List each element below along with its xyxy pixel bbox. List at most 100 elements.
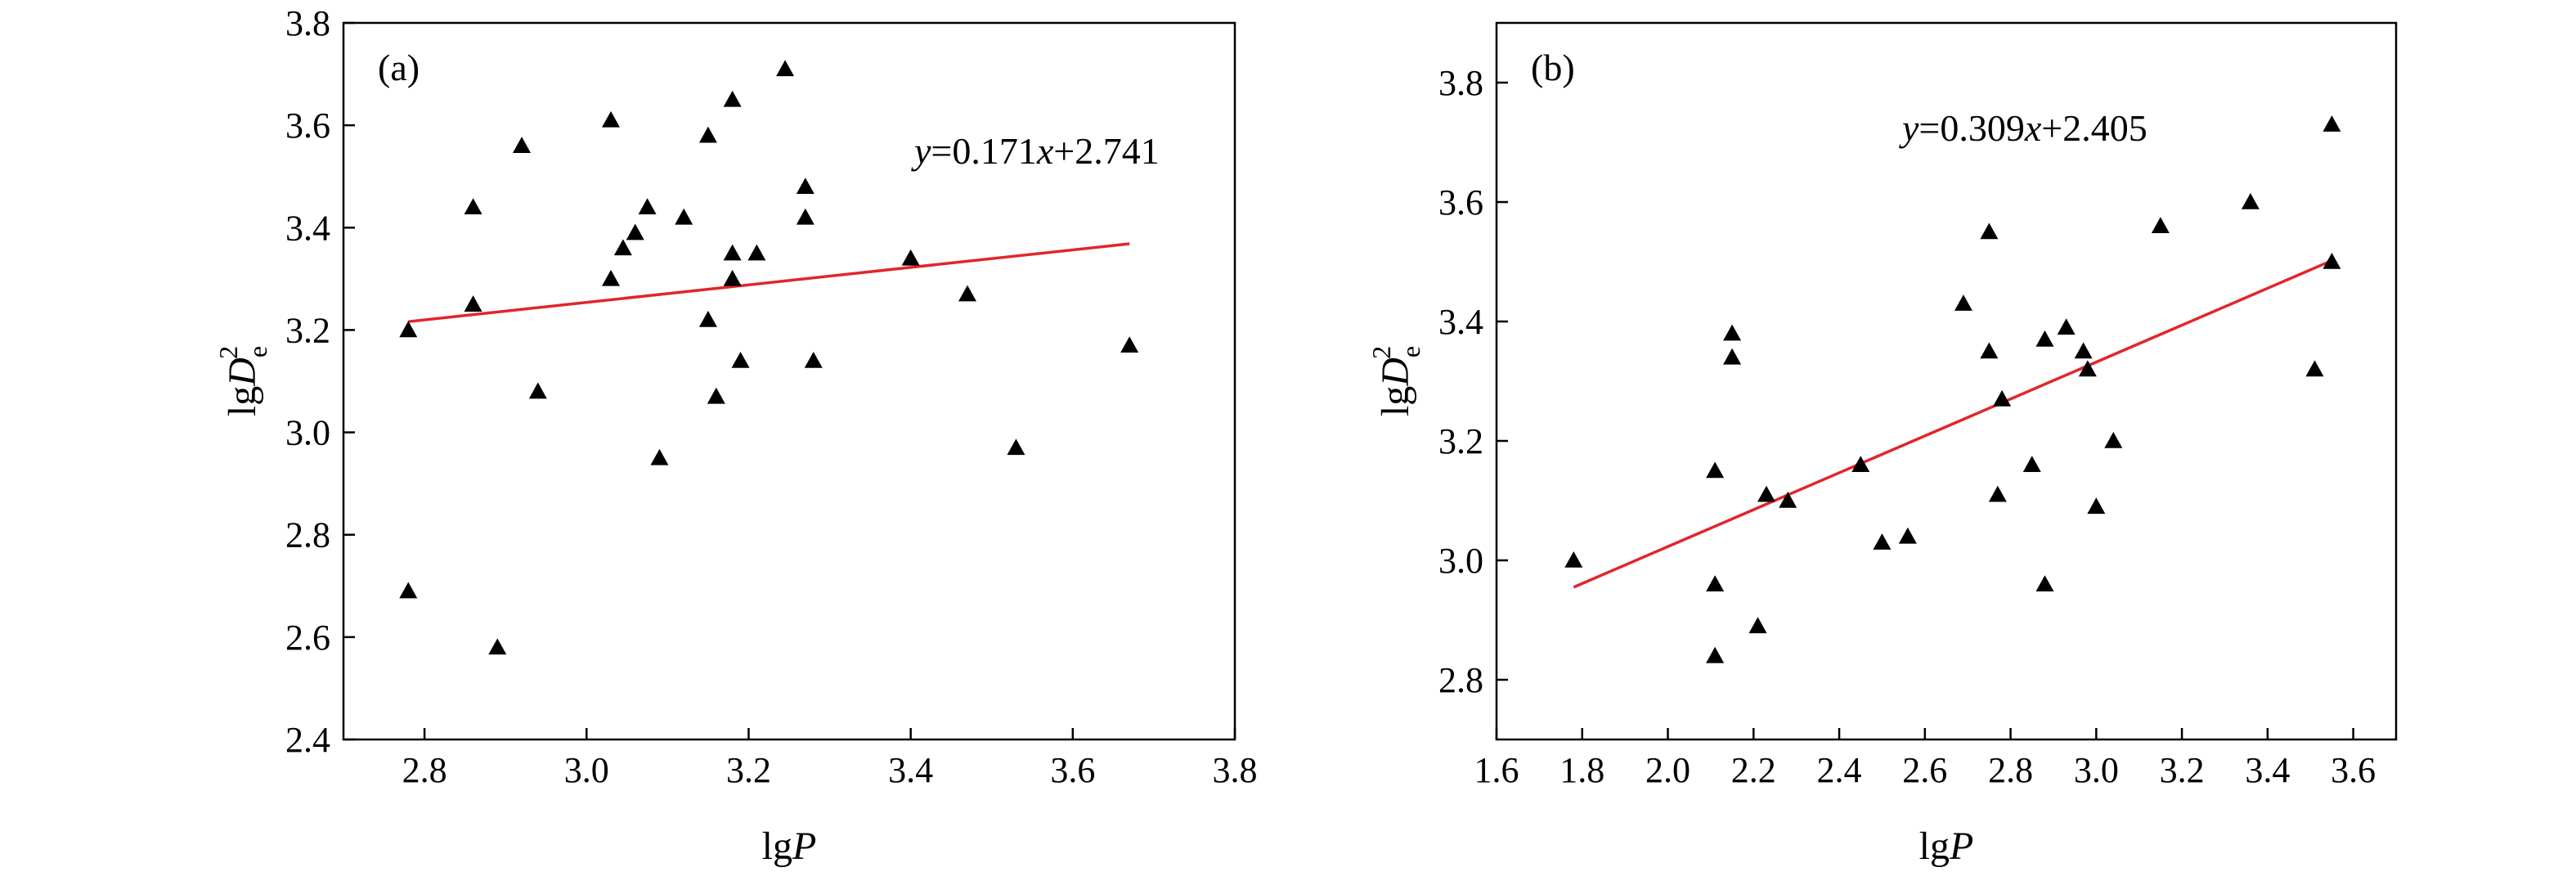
tick-labels-b: 1.6 1.8 2.0 2.2 2.4 2.6 2.8 3.0 3.2 3.4 3.6 2.8 3.0 3… (1438, 63, 2376, 790)
data-point (2078, 360, 2097, 377)
x-tick-label: 1.6 (1474, 750, 1519, 790)
data-point (613, 239, 632, 256)
data-point (1954, 294, 1972, 311)
x-tick-label: 1.8 (1560, 750, 1604, 790)
data-point (1120, 336, 1139, 353)
data-point (513, 137, 531, 153)
data-point (1748, 617, 1767, 634)
y-tick-label: 3.4 (285, 208, 330, 248)
y-tick-label: 2.6 (285, 618, 330, 658)
data-point (723, 269, 742, 286)
data-point (1873, 533, 1892, 550)
x-tick-label: 3.6 (2331, 750, 2376, 790)
y-tick-label: 3.0 (285, 413, 330, 453)
data-point (1007, 438, 1025, 456)
equation-a: y=0.171x+2.741 (911, 130, 1160, 172)
points-b (1564, 115, 2341, 663)
data-point (602, 110, 620, 128)
y-tick-label: 3.0 (1438, 541, 1483, 581)
data-point (488, 638, 507, 655)
points-a (399, 60, 1139, 655)
y-tick-label: 3.6 (1438, 182, 1483, 222)
x-tick-label: 3.2 (726, 750, 771, 790)
data-point (464, 198, 482, 215)
data-point (1706, 575, 1725, 591)
y-tick-label: 3.6 (285, 106, 330, 146)
data-point (1988, 485, 2007, 502)
data-point (2151, 217, 2170, 233)
data-point (399, 582, 418, 599)
x-tick-label: 3.4 (2245, 750, 2290, 790)
data-point (958, 285, 976, 302)
y-tick-label: 2.8 (285, 515, 330, 555)
data-point (2305, 360, 2324, 377)
data-point (1898, 527, 1917, 544)
plot-frame-b (1495, 21, 2398, 741)
x-tick-label: 2.8 (1988, 750, 2033, 790)
equation-b: y=0.309x+2.405 (1899, 107, 2147, 149)
chart-a: 2.8 3.0 3.2 3.4 3.6 3.8 2.4 2.6 2.8 3.0 3.2 3.4 3.6 3… (213, 3, 1258, 868)
x-tick-label: 3.0 (564, 750, 609, 790)
y-tick-label: 3.2 (1438, 421, 1483, 461)
x-tick-label: 2.4 (1817, 750, 1862, 790)
data-point (464, 295, 482, 312)
data-point (675, 208, 693, 225)
data-point (776, 60, 795, 77)
data-point (1723, 348, 1742, 365)
data-point (901, 249, 920, 266)
data-point (638, 198, 657, 215)
ticks-b (1495, 81, 2354, 739)
y-tick-label: 3.8 (1438, 63, 1483, 103)
data-point (723, 244, 742, 261)
x-tick-label: 3.2 (2160, 750, 2205, 790)
data-point (2074, 342, 2093, 359)
x-tick-label: 2.8 (402, 750, 447, 790)
y-axis-title-a: lgDe2 (213, 346, 272, 416)
y-tick-label: 3.8 (285, 3, 330, 43)
data-point (2104, 432, 2123, 448)
data-point (2022, 456, 2041, 472)
data-point (723, 90, 742, 107)
data-point (731, 351, 750, 368)
y-tick-label: 3.2 (285, 310, 330, 350)
ticks-a (343, 21, 1236, 741)
data-point (2035, 575, 2054, 591)
data-point (1706, 646, 1725, 663)
data-point (796, 208, 815, 225)
panel-label-b: (b) (1531, 47, 1575, 88)
data-point (650, 448, 669, 465)
chart-b: 1.6 1.8 2.0 2.2 2.4 2.6 2.8 3.0 3.2 3.4 3.6 2.8 3.0 3… (1367, 21, 2398, 868)
x-tick-label: 2.2 (1731, 750, 1776, 790)
y-axis-title-b: lgDe2 (1367, 346, 1425, 416)
data-point (2322, 253, 2341, 269)
data-point (698, 310, 717, 327)
x-tick-label: 3.6 (1050, 750, 1095, 790)
data-point (1980, 222, 1999, 240)
data-point (1993, 389, 2012, 407)
data-point (2035, 330, 2054, 347)
data-point (2322, 115, 2341, 132)
fit-line-group-a (408, 242, 1130, 323)
data-point (2057, 318, 2076, 335)
tick-labels-a: 2.8 3.0 3.2 3.4 3.6 3.8 2.4 2.6 2.8 3.0 3.2 3.4 3.6 3… (285, 3, 1258, 790)
x-axis-title-b: lgP (1919, 825, 1974, 868)
data-point (1980, 342, 1999, 359)
data-point (804, 351, 823, 368)
data-point (747, 244, 766, 261)
data-point (1723, 324, 1742, 341)
data-point (707, 387, 725, 404)
data-point (1757, 485, 1775, 502)
data-point (2241, 193, 2260, 209)
data-point (602, 269, 620, 286)
y-tick-label: 3.4 (1438, 302, 1483, 342)
x-tick-label: 3.0 (2074, 750, 2119, 790)
data-point (626, 223, 644, 240)
panel-label-a: (a) (378, 47, 420, 88)
data-point (399, 321, 418, 338)
data-point (698, 126, 717, 143)
y-tick-label: 2.8 (1438, 660, 1483, 700)
y-tick-label: 2.4 (285, 720, 330, 760)
x-axis-title-a: lgP (762, 825, 817, 868)
x-tick-label: 3.8 (1213, 750, 1258, 790)
